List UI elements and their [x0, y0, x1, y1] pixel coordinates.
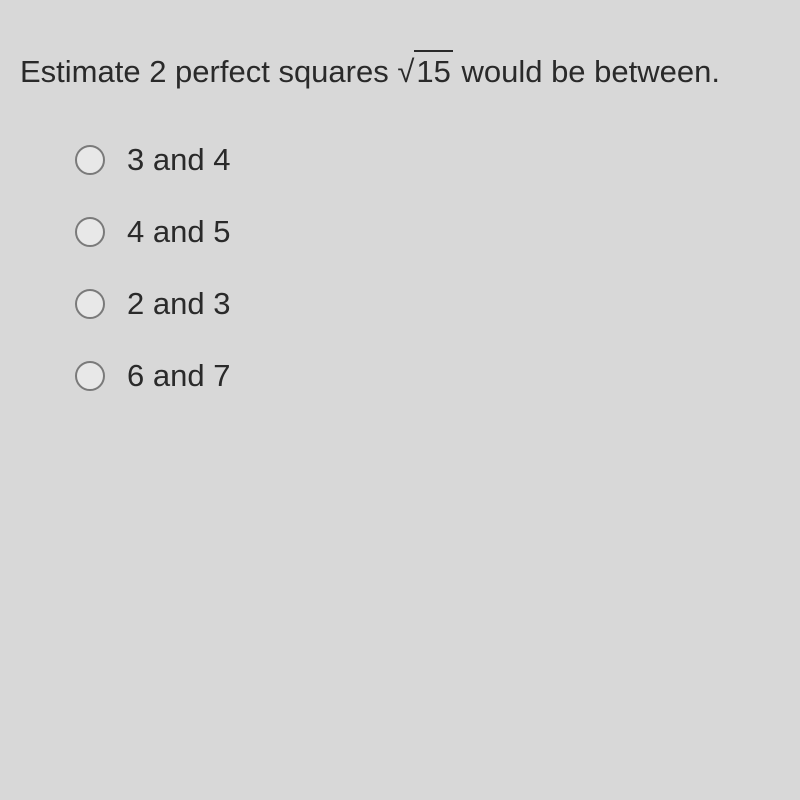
option-label: 4 and 5	[127, 214, 230, 250]
quiz-container: Estimate 2 perfect squares √15 would be …	[0, 0, 800, 450]
option-item[interactable]: 3 and 4	[75, 142, 780, 178]
question-prefix: Estimate 2 perfect squares	[20, 54, 397, 89]
radio-icon[interactable]	[75, 289, 105, 319]
option-item[interactable]: 6 and 7	[75, 358, 780, 394]
sqrt-expression: √15	[397, 50, 453, 92]
options-list: 3 and 4 4 and 5 2 and 3 6 and 7	[75, 142, 780, 394]
option-label: 3 and 4	[127, 142, 230, 178]
radio-icon[interactable]	[75, 145, 105, 175]
option-label: 2 and 3	[127, 286, 230, 322]
sqrt-radicand: 15	[414, 50, 452, 92]
question-suffix: would be between.	[453, 54, 720, 89]
question-text: Estimate 2 perfect squares √15 would be …	[20, 50, 780, 92]
sqrt-symbol: √	[397, 52, 414, 92]
option-item[interactable]: 4 and 5	[75, 214, 780, 250]
option-item[interactable]: 2 and 3	[75, 286, 780, 322]
option-label: 6 and 7	[127, 358, 230, 394]
radio-icon[interactable]	[75, 361, 105, 391]
radio-icon[interactable]	[75, 217, 105, 247]
